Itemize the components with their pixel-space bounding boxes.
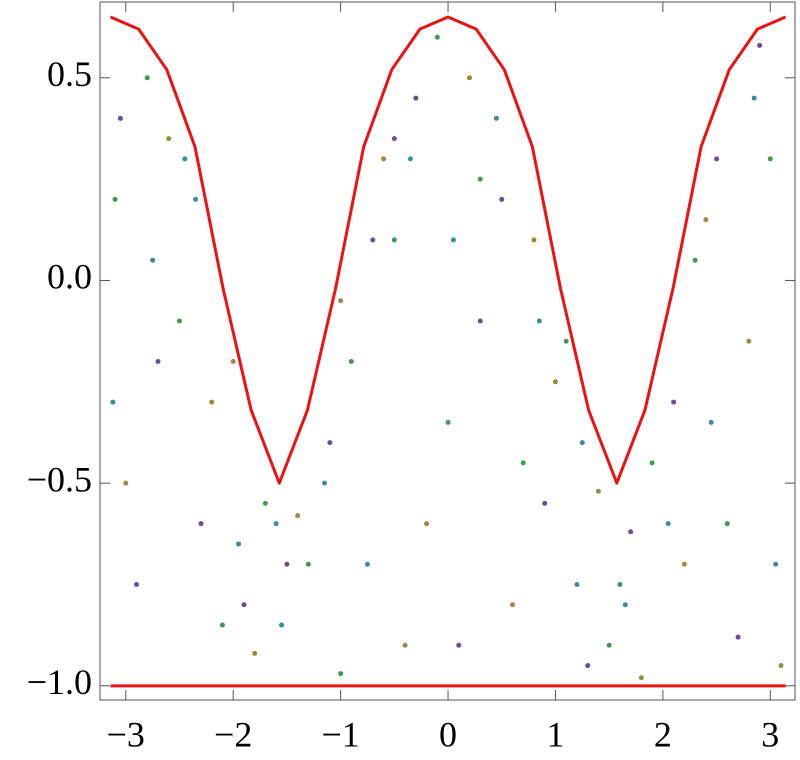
scatter-point	[166, 136, 172, 142]
scatter-point	[499, 196, 505, 202]
scatter-point	[338, 298, 344, 304]
scatter-point	[606, 642, 612, 648]
scatter-point	[252, 650, 258, 656]
y-tick-label: 0.5	[47, 54, 92, 94]
scatter-point	[424, 521, 430, 527]
scatter-point	[536, 318, 542, 324]
scatter-point	[563, 338, 569, 344]
scatter-point	[407, 156, 413, 162]
scatter-point	[493, 115, 499, 121]
scatter-point	[773, 561, 779, 567]
scatter-point	[198, 521, 204, 527]
scatter-point	[123, 480, 129, 486]
scatter-point	[219, 622, 225, 628]
scatter-point	[671, 399, 677, 405]
scatter-point	[348, 359, 354, 365]
scatter-point	[456, 642, 462, 648]
scatter-point	[230, 359, 236, 365]
scatter-point	[703, 217, 709, 223]
x-tick-label: 3	[761, 714, 779, 754]
scatter-point	[531, 237, 537, 243]
scatter-point	[617, 581, 623, 587]
scatter-point	[364, 561, 370, 567]
scatter-point	[574, 581, 580, 587]
scatter-point	[450, 237, 456, 243]
x-tick-label: 0	[439, 714, 457, 754]
scatter-point	[117, 115, 123, 121]
scatter-point	[445, 419, 451, 425]
x-tick-label: −1	[321, 714, 359, 754]
scatter-point	[434, 34, 440, 40]
scatter-point	[509, 602, 515, 608]
x-tick-label: −2	[214, 714, 252, 754]
scatter-point	[402, 642, 408, 648]
scatter-point	[579, 440, 585, 446]
scatter-point	[155, 359, 161, 365]
scatter-point	[714, 156, 720, 162]
y-tick-label: −1.0	[27, 662, 92, 702]
x-tick-label: 1	[546, 714, 564, 754]
scatter-point	[295, 513, 301, 519]
scatter-point	[757, 42, 763, 48]
scatter-point	[144, 75, 150, 81]
scatter-point	[649, 460, 655, 466]
scatter-point	[327, 440, 333, 446]
scatter-point	[150, 257, 156, 263]
scatter-point	[413, 95, 419, 101]
scatter-point	[305, 561, 311, 567]
scatter-point	[467, 75, 473, 81]
scatter-point	[628, 529, 634, 535]
scatter-point	[638, 675, 644, 681]
scatter-point	[542, 500, 548, 506]
scatter-point	[708, 419, 714, 425]
scatter-point	[134, 581, 140, 587]
scatter-point	[595, 488, 601, 494]
scatter-point	[477, 318, 483, 324]
scatter-point	[552, 379, 558, 385]
scatter-point	[692, 257, 698, 263]
scatter-point	[279, 622, 285, 628]
scatter-point	[746, 338, 752, 344]
scatter-point	[241, 602, 247, 608]
scatter-point	[110, 399, 116, 405]
scatter-point	[477, 176, 483, 182]
scatter-point	[681, 561, 687, 567]
scatter-point	[262, 500, 268, 506]
scatter-point	[391, 237, 397, 243]
scatter-point	[209, 399, 215, 405]
scatter-point	[735, 634, 741, 640]
scatter-point	[370, 237, 376, 243]
plot-frame	[99, 1, 796, 701]
scatter-point	[182, 156, 188, 162]
scatter-point	[391, 136, 397, 142]
scatter-point	[381, 156, 387, 162]
y-tick-label: 0.0	[47, 257, 92, 297]
scatter-point	[236, 541, 242, 547]
scatter-point	[284, 561, 290, 567]
scatter-point	[751, 95, 757, 101]
scatter-point	[665, 521, 671, 527]
x-tick-label: 2	[654, 714, 672, 754]
x-tick-label: −3	[107, 714, 145, 754]
scatter-point	[520, 460, 526, 466]
boundary-line	[109, 15, 787, 485]
scatter-point	[338, 671, 344, 677]
scatter-point	[778, 663, 784, 669]
scatter-point	[193, 196, 199, 202]
scatter-point	[724, 521, 730, 527]
scatter-point	[176, 318, 182, 324]
scatter-point	[322, 480, 328, 486]
scatter-point	[112, 196, 118, 202]
scatter-point	[622, 602, 628, 608]
scatter-point	[767, 156, 773, 162]
scatter-point	[273, 521, 279, 527]
y-tick-label: −0.5	[27, 459, 92, 499]
scatter-point	[585, 663, 591, 669]
